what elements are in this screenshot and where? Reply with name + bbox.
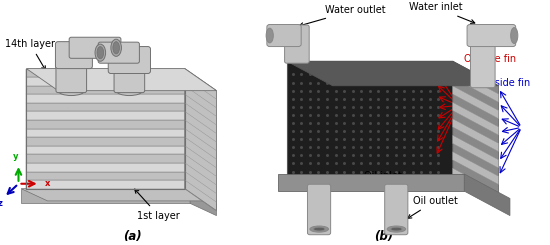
Ellipse shape	[266, 28, 273, 43]
Bar	[26, 163, 185, 172]
Bar	[26, 146, 185, 154]
FancyBboxPatch shape	[98, 42, 139, 63]
Ellipse shape	[314, 227, 325, 231]
Text: x: x	[45, 179, 50, 188]
Text: Oil inlet: Oil inlet	[325, 172, 402, 191]
Polygon shape	[453, 152, 498, 184]
FancyBboxPatch shape	[284, 25, 309, 63]
Bar	[26, 77, 185, 86]
Text: Water-side fin: Water-side fin	[463, 78, 530, 88]
Bar	[26, 94, 185, 103]
Text: 1st layer: 1st layer	[135, 189, 180, 220]
FancyBboxPatch shape	[56, 59, 86, 93]
Polygon shape	[453, 102, 498, 135]
Polygon shape	[21, 189, 190, 203]
Polygon shape	[453, 135, 498, 168]
Ellipse shape	[113, 42, 119, 54]
Ellipse shape	[387, 226, 406, 232]
Text: z: z	[0, 199, 2, 208]
Text: (b): (b)	[375, 230, 394, 243]
Polygon shape	[453, 86, 498, 119]
Text: Water outlet: Water outlet	[299, 5, 386, 27]
Bar	[26, 111, 185, 120]
FancyBboxPatch shape	[56, 42, 92, 69]
FancyBboxPatch shape	[108, 47, 151, 74]
Bar	[26, 180, 185, 189]
FancyBboxPatch shape	[384, 184, 408, 235]
Text: y: y	[13, 152, 19, 161]
Bar	[26, 172, 185, 180]
Ellipse shape	[97, 47, 103, 59]
FancyBboxPatch shape	[467, 24, 516, 47]
Ellipse shape	[116, 86, 142, 96]
Polygon shape	[453, 168, 498, 201]
Polygon shape	[21, 189, 217, 201]
Polygon shape	[185, 69, 217, 211]
Bar	[26, 137, 185, 146]
Text: 14th layer: 14th layer	[6, 39, 56, 70]
Polygon shape	[453, 70, 498, 102]
Ellipse shape	[390, 227, 402, 231]
Text: Oil outlet: Oil outlet	[408, 196, 458, 218]
Text: Water inlet: Water inlet	[409, 2, 475, 23]
FancyBboxPatch shape	[267, 24, 301, 47]
FancyBboxPatch shape	[69, 37, 121, 58]
Polygon shape	[190, 189, 217, 216]
Text: Oil-side fin: Oil-side fin	[464, 54, 516, 64]
FancyBboxPatch shape	[470, 30, 495, 88]
Polygon shape	[464, 174, 510, 216]
Ellipse shape	[111, 39, 122, 56]
Bar	[26, 103, 185, 111]
Bar	[26, 86, 185, 94]
FancyBboxPatch shape	[114, 64, 145, 93]
Bar	[278, 174, 464, 191]
Polygon shape	[26, 69, 217, 91]
Bar	[26, 69, 185, 77]
Polygon shape	[287, 61, 498, 86]
FancyBboxPatch shape	[307, 184, 331, 235]
Bar	[26, 120, 185, 129]
Polygon shape	[453, 61, 498, 201]
Bar	[287, 61, 453, 176]
Polygon shape	[453, 119, 498, 152]
Bar	[26, 154, 185, 163]
Ellipse shape	[95, 44, 106, 61]
Ellipse shape	[310, 226, 328, 232]
Bar	[26, 129, 185, 137]
Text: (a): (a)	[123, 230, 141, 243]
Ellipse shape	[58, 86, 85, 96]
Ellipse shape	[510, 28, 518, 44]
